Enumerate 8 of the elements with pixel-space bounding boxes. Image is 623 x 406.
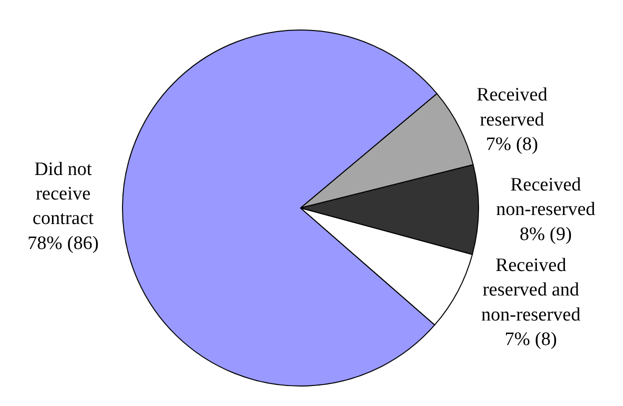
slice-label: Did not receive contract [32,158,94,230]
data-label: 7% (8) [504,328,557,350]
data-label: 7% (8) [486,134,538,156]
slice-label: Received non-reserved [496,174,596,220]
slice-label: Received reserved [476,84,548,130]
slice-label: Received reserved and non-reserved [481,254,581,326]
data-label: 78% (86) [28,232,99,254]
data-label: 8% (9) [520,224,572,245]
